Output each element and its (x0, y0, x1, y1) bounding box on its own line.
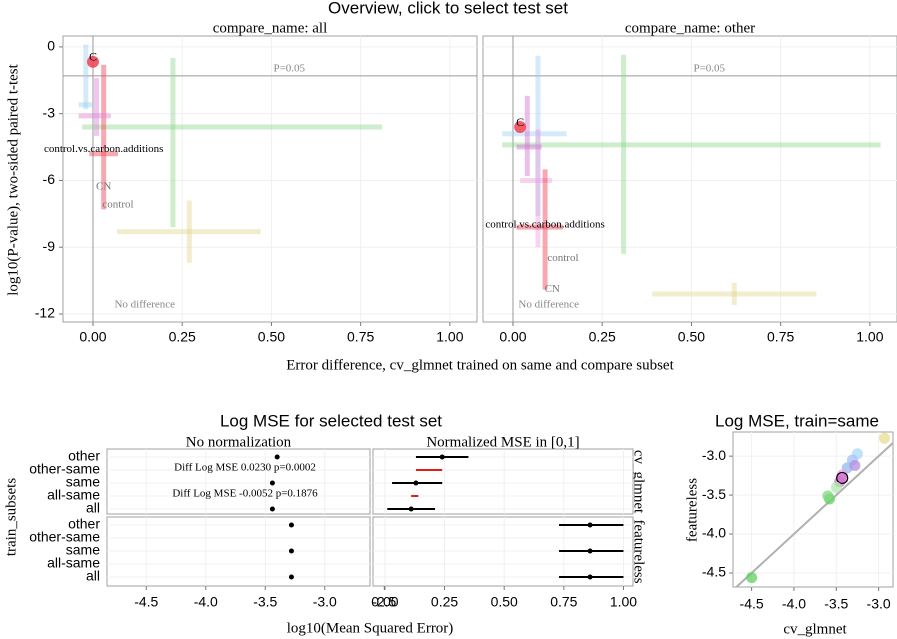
facet-title: compare_name: all (213, 20, 328, 36)
chart-title: Log MSE, train=same (715, 411, 879, 430)
point-label: C (516, 115, 524, 129)
reference-label: P=0.05 (273, 62, 305, 74)
y-tick-label: -3 (43, 104, 56, 120)
y-axis-title: featureless (684, 478, 700, 542)
x-tick-label: -3.0 (313, 594, 337, 610)
panel (482, 35, 897, 323)
y-tick-label: all (86, 568, 100, 584)
point[interactable] (822, 490, 834, 502)
x-tick-label: 1.00 (856, 329, 883, 345)
y-tick-label: all-same (47, 487, 100, 503)
point-label: C (89, 50, 97, 64)
y-tick-label: same (66, 542, 100, 558)
x-tick-label: 0.00 (79, 329, 106, 345)
point-label: CN (545, 283, 560, 295)
x-tick-label: 0.50 (491, 594, 518, 610)
dot[interactable] (408, 506, 414, 512)
x-tick-label: 0.50 (258, 329, 285, 345)
selected-point[interactable] (86, 55, 99, 68)
dot[interactable] (587, 574, 593, 580)
dot[interactable] (413, 480, 419, 486)
panel (62, 35, 478, 323)
y-axis-title: log10(P-value), two-sided paired t-test (5, 63, 21, 295)
x-axis-title: Error difference, cv_glmnet trained on s… (286, 357, 674, 373)
x-tick-label: 0.50 (678, 329, 705, 345)
point[interactable] (849, 459, 861, 471)
y-axis-title: train_subsets (3, 478, 19, 556)
point-label: CN (96, 181, 111, 193)
x-tick-label: -4.5 (740, 596, 764, 612)
x-tick-label: 0.75 (347, 329, 374, 345)
dot[interactable] (274, 454, 280, 460)
x-tick-label: -4.0 (782, 596, 806, 612)
y-tick-label: -9 (43, 238, 56, 254)
point-label: control.vs.carbon.additions (44, 143, 163, 155)
y-tick-label: all-same (47, 555, 100, 571)
x-tick-label: -2.5 (372, 594, 396, 610)
x-tick-label: -4.0 (194, 594, 218, 610)
x-axis-title: cv_glmnet (783, 621, 847, 637)
y-tick-label: 0 (47, 38, 55, 54)
x-tick-label: 0.25 (589, 329, 616, 345)
facet-title: compare_name: other (625, 20, 755, 36)
dot[interactable] (587, 522, 593, 528)
point[interactable] (746, 572, 758, 584)
y-tick-label: other-same (29, 461, 100, 477)
y-tick-label: -4.5 (702, 564, 726, 580)
reference-label: P=0.05 (693, 62, 725, 74)
x-tick-label: 0.25 (431, 594, 458, 610)
x-tick-label: -3.5 (824, 596, 848, 612)
y-tick-label: all (86, 500, 100, 516)
dot[interactable] (288, 522, 294, 528)
x-axis-title: log10(Mean Squared Error) (287, 620, 454, 636)
panel (106, 448, 371, 515)
x-tick-label: 1.00 (436, 329, 463, 345)
annotation: Diff Log MSE -0.0052 p=0.1876 (172, 488, 318, 500)
chart-title: Overview, click to select test set (328, 0, 568, 17)
y-tick-label: -3.5 (702, 486, 726, 502)
x-tick-label: -3.5 (253, 594, 277, 610)
y-tick-label: other (68, 448, 100, 464)
panel (732, 431, 894, 588)
x-tick-label: -3.0 (867, 596, 891, 612)
point-label: control (547, 252, 578, 264)
y-tick-label: same (66, 474, 100, 490)
annotation: Diff Log MSE 0.0230 p=0.0002 (174, 462, 316, 474)
panel (372, 448, 634, 515)
point-label: control (102, 198, 133, 210)
point[interactable] (879, 432, 891, 444)
y-tick-label: -12 (35, 305, 55, 321)
facet-title: cv_glmnet (631, 450, 647, 514)
y-tick-label: -6 (43, 171, 56, 187)
dot[interactable] (269, 506, 275, 512)
dot[interactable] (439, 454, 445, 460)
x-tick-label: 0.00 (371, 594, 398, 610)
diagonal-line (734, 442, 893, 587)
dot[interactable] (288, 574, 294, 580)
point-label: No difference (518, 299, 579, 311)
dot[interactable] (288, 548, 294, 554)
point-label: control.vs.carbon.additions (485, 218, 604, 230)
x-tick-label: 0.75 (550, 594, 577, 610)
x-tick-label: 0.00 (499, 329, 526, 345)
facet-title: Normalized MSE in [0,1] (426, 434, 579, 450)
x-tick-label: 1.00 (610, 594, 637, 610)
chart-title: Log MSE for selected test set (220, 411, 442, 430)
y-tick-label: other-same (29, 529, 100, 545)
x-tick-label: -4.5 (134, 594, 158, 610)
x-tick-label: 0.25 (169, 329, 196, 345)
y-tick-label: -4.0 (702, 525, 726, 541)
point-label: No difference (114, 299, 175, 311)
x-tick-label: 0.75 (767, 329, 794, 345)
facet-title: featureless (631, 519, 647, 583)
dot[interactable] (269, 480, 275, 486)
point[interactable] (830, 481, 842, 493)
facet-title: No normalization (186, 434, 292, 450)
point[interactable] (836, 471, 849, 485)
selected-point[interactable] (514, 121, 527, 134)
y-tick-label: other (68, 516, 100, 532)
y-tick-label: -3.0 (702, 447, 726, 463)
dot[interactable] (587, 548, 593, 554)
